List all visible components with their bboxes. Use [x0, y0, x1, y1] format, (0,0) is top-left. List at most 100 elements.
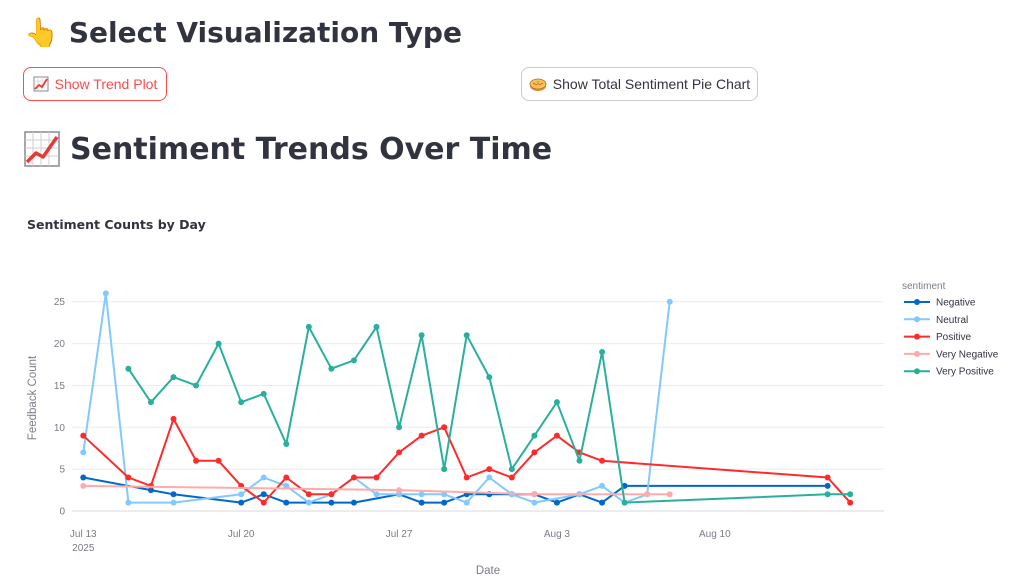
data-point[interactable] [80, 482, 87, 489]
data-point[interactable] [847, 499, 854, 506]
data-point[interactable] [396, 491, 403, 498]
data-point[interactable] [824, 482, 831, 489]
show-trend-plot-button[interactable]: Show Trend Plot [23, 67, 167, 101]
data-point[interactable] [441, 424, 448, 431]
y-tick-label: 20 [54, 339, 66, 350]
data-point[interactable] [373, 323, 380, 330]
data-point[interactable] [147, 399, 154, 406]
data-point[interactable] [238, 491, 245, 498]
data-point[interactable] [260, 474, 267, 481]
data-point[interactable] [305, 491, 312, 498]
data-point[interactable] [80, 432, 87, 439]
legend-item[interactable]: Negative [904, 298, 976, 309]
data-point[interactable] [215, 457, 222, 464]
legend-label: Positive [936, 332, 971, 343]
data-point[interactable] [170, 499, 177, 506]
show-pie-chart-label: Show Total Sentiment Pie Chart [552, 76, 751, 92]
data-point[interactable] [283, 441, 290, 448]
data-point[interactable] [350, 499, 357, 506]
data-point[interactable] [508, 466, 515, 473]
data-point[interactable] [170, 415, 177, 422]
data-point[interactable] [599, 348, 606, 355]
data-point[interactable] [215, 340, 222, 347]
data-point[interactable] [147, 487, 154, 494]
data-point[interactable] [283, 482, 290, 489]
legend-item[interactable]: Positive [904, 332, 971, 343]
legend-item[interactable]: Neutral [904, 315, 968, 326]
data-point[interactable] [170, 491, 177, 498]
data-point[interactable] [418, 332, 425, 339]
show-pie-chart-button[interactable]: Show Total Sentiment Pie Chart [521, 67, 758, 101]
data-point[interactable] [553, 399, 560, 406]
data-point[interactable] [328, 499, 335, 506]
data-point[interactable] [531, 491, 538, 498]
data-point[interactable] [396, 487, 403, 494]
data-point[interactable] [418, 491, 425, 498]
data-point[interactable] [553, 432, 560, 439]
data-point[interactable] [396, 424, 403, 431]
data-point[interactable] [283, 474, 290, 481]
data-point[interactable] [260, 499, 267, 506]
y-tick-label: 25 [54, 297, 66, 308]
data-point[interactable] [373, 474, 380, 481]
data-point[interactable] [418, 499, 425, 506]
data-point[interactable] [847, 491, 854, 498]
data-point[interactable] [599, 457, 606, 464]
data-point[interactable] [305, 323, 312, 330]
data-point[interactable] [463, 474, 470, 481]
data-point[interactable] [396, 449, 403, 456]
legend-item[interactable]: Very Negative [904, 349, 999, 360]
data-point[interactable] [599, 499, 606, 506]
chart-legend[interactable]: sentiment Negative Neutral Positive Very Ne… [902, 281, 999, 378]
data-point[interactable] [125, 365, 132, 372]
data-point[interactable] [531, 432, 538, 439]
data-point[interactable] [621, 499, 628, 506]
data-point[interactable] [531, 449, 538, 456]
data-point[interactable] [193, 382, 200, 389]
data-point[interactable] [644, 491, 651, 498]
legend-item[interactable]: Very Positive [904, 367, 994, 378]
data-point[interactable] [463, 499, 470, 506]
data-point[interactable] [350, 474, 357, 481]
data-point[interactable] [328, 491, 335, 498]
data-point[interactable] [102, 290, 109, 297]
data-point[interactable] [824, 491, 831, 498]
data-point[interactable] [441, 491, 448, 498]
data-point[interactable] [238, 499, 245, 506]
data-point[interactable] [824, 474, 831, 481]
y-tick-label: 0 [59, 507, 65, 518]
x-tick-label: Jul 27 [386, 529, 413, 540]
data-point[interactable] [553, 499, 560, 506]
data-point[interactable] [418, 432, 425, 439]
legend-swatch-marker [914, 299, 920, 305]
page-heading: 👆 Select Visualization Type [24, 10, 462, 54]
data-point[interactable] [170, 374, 177, 381]
data-point[interactable] [576, 457, 583, 464]
data-point[interactable] [125, 499, 132, 506]
data-point[interactable] [531, 499, 538, 506]
data-point[interactable] [350, 357, 357, 364]
data-point[interactable] [486, 474, 493, 481]
data-point[interactable] [666, 298, 673, 305]
data-point[interactable] [260, 491, 267, 498]
data-point[interactable] [599, 482, 606, 489]
data-point[interactable] [463, 332, 470, 339]
data-point[interactable] [486, 374, 493, 381]
data-point[interactable] [328, 365, 335, 372]
data-point[interactable] [508, 474, 515, 481]
data-point[interactable] [260, 390, 267, 397]
data-point[interactable] [486, 466, 493, 473]
data-point[interactable] [80, 474, 87, 481]
data-point[interactable] [441, 499, 448, 506]
data-point[interactable] [441, 466, 448, 473]
data-point[interactable] [666, 491, 673, 498]
data-point[interactable] [80, 449, 87, 456]
data-point[interactable] [305, 499, 312, 506]
data-point[interactable] [373, 491, 380, 498]
data-point[interactable] [283, 499, 290, 506]
data-point[interactable] [193, 457, 200, 464]
data-point[interactable] [238, 399, 245, 406]
chart-title: Sentiment Counts by Day [27, 217, 206, 232]
data-point[interactable] [125, 474, 132, 481]
